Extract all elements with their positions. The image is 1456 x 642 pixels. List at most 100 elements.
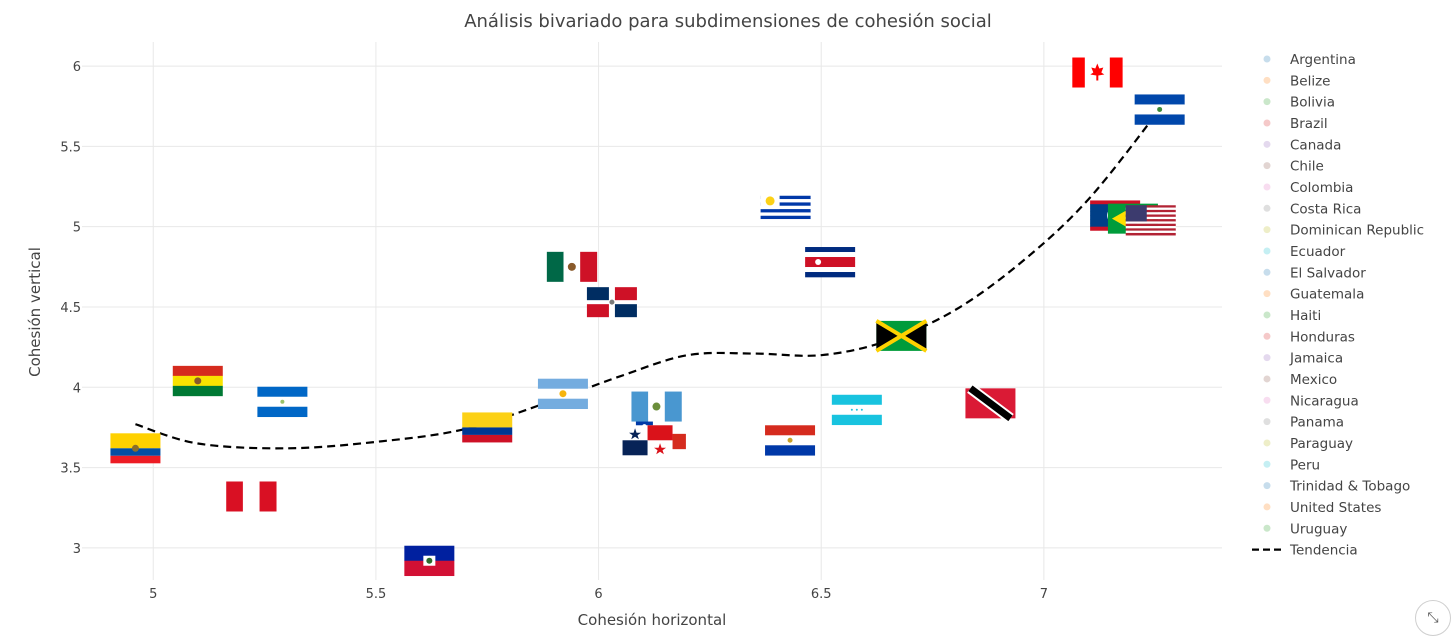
legend-marker — [1263, 98, 1271, 106]
legend-label: Argentina — [1290, 52, 1356, 68]
legend-item-nicaragua[interactable]: Nicaragua — [1263, 393, 1359, 409]
legend-marker — [1263, 524, 1271, 532]
x-axis-ticks: 5 5.5 6 6.5 7 — [149, 587, 1048, 602]
y-axis-ticks: 3 3.5 4 4.5 5 5.5 6 — [60, 60, 81, 557]
flag-marker-peru[interactable] — [226, 481, 277, 512]
legend-marker — [1263, 460, 1271, 468]
y-tick-label: 3 — [73, 542, 81, 557]
legend-label: Dominican Republic — [1290, 223, 1424, 239]
flag-marker-uruguay[interactable] — [760, 192, 811, 223]
flag-marker-honduras[interactable] — [831, 394, 882, 426]
flag-marker-ecuador[interactable] — [110, 433, 161, 464]
legend-item-mexico[interactable]: Mexico — [1263, 372, 1338, 388]
flag-marker-haiti[interactable] — [404, 545, 455, 577]
legend-label: Colombia — [1290, 180, 1353, 196]
legend-label: Bolivia — [1290, 95, 1335, 111]
legend-label: Haiti — [1290, 308, 1321, 324]
flag-marker-bolivia[interactable] — [172, 365, 223, 397]
legend-item-dominican-republic[interactable]: Dominican Republic — [1263, 223, 1425, 239]
legend-marker — [1263, 76, 1271, 84]
y-tick-label: 6 — [73, 60, 81, 75]
legend-item-panama[interactable]: Panama — [1263, 415, 1345, 431]
legend-label: Belize — [1290, 73, 1330, 89]
y-tick-label: 4.5 — [60, 301, 81, 316]
legend-item-peru[interactable]: Peru — [1263, 457, 1321, 473]
x-axis-title: Cohesión horizontal — [578, 611, 727, 629]
legend-marker — [1263, 290, 1271, 298]
flag-marker-argentina[interactable] — [537, 378, 588, 410]
legend-item-colombia[interactable]: Colombia — [1263, 180, 1354, 196]
legend-marker — [1263, 418, 1271, 426]
expand-icon: ⤡ — [1427, 610, 1439, 626]
legend-label: Brazil — [1290, 116, 1328, 132]
expand-button[interactable]: ⤡ — [1415, 600, 1451, 636]
legend-marker — [1263, 439, 1271, 447]
legend-item-brazil[interactable]: Brazil — [1263, 116, 1328, 132]
legend-label: Panama — [1290, 415, 1344, 431]
legend[interactable]: Argentina Belize Bolivia Brazil Canada Chile C… — [1252, 52, 1424, 559]
legend-marker — [1263, 354, 1271, 362]
legend-marker — [1263, 375, 1271, 383]
legend-marker — [1263, 503, 1271, 511]
legend-item-haiti[interactable]: Haiti — [1263, 308, 1322, 324]
legend-marker — [1263, 204, 1271, 212]
legend-label: Jamaica — [1289, 351, 1343, 367]
legend-marker — [1263, 268, 1271, 276]
legend-item-tendencia[interactable]: Tendencia — [1252, 543, 1358, 559]
flag-marker-trinidad-and-tobago[interactable] — [965, 383, 1016, 423]
y-axis-title: Cohesión vertical — [26, 247, 44, 377]
y-tick-label: 3.5 — [60, 462, 81, 477]
legend-item-belize[interactable]: Belize — [1263, 73, 1331, 89]
legend-item-paraguay[interactable]: Paraguay — [1263, 436, 1354, 452]
flag-marker-nicaragua[interactable] — [257, 386, 308, 418]
legend-marker — [1263, 311, 1271, 319]
x-tick-label: 7 — [1040, 587, 1048, 602]
flag-marker-mexico[interactable] — [546, 251, 598, 282]
flag-marker-united-states[interactable] — [1125, 205, 1176, 236]
legend-label: Peru — [1290, 457, 1320, 473]
legend-item-chile[interactable]: Chile — [1263, 159, 1324, 175]
legend-marker — [1263, 396, 1271, 404]
legend-item-united-states[interactable]: United States — [1263, 500, 1382, 516]
flag-marker-guatemala[interactable] — [631, 391, 682, 422]
flag-marker-panama[interactable] — [622, 425, 673, 456]
legend-item-honduras[interactable]: Honduras — [1263, 329, 1355, 345]
legend-item-guatemala[interactable]: Guatemala — [1263, 287, 1365, 303]
legend-label: El Salvador — [1290, 265, 1366, 281]
legend-item-trinidad-and-tobago[interactable]: Trinidad & Tobago — [1263, 479, 1411, 495]
legend-label: Canada — [1290, 137, 1341, 153]
legend-label: Guatemala — [1290, 287, 1364, 303]
flag-markers — [110, 57, 1185, 577]
legend-item-uruguay[interactable]: Uruguay — [1263, 521, 1348, 537]
legend-marker — [1263, 119, 1271, 127]
flag-marker-paraguay[interactable] — [765, 425, 816, 456]
legend-label: Nicaragua — [1290, 393, 1359, 409]
legend-label: Uruguay — [1290, 521, 1347, 537]
legend-item-bolivia[interactable]: Bolivia — [1263, 95, 1336, 111]
legend-label: Chile — [1290, 159, 1324, 175]
x-tick-label: 5.5 — [366, 587, 387, 602]
flag-marker-el-salvador[interactable] — [1134, 94, 1185, 125]
legend-label: Trinidad & Tobago — [1289, 479, 1410, 495]
legend-marker — [1263, 183, 1271, 191]
flag-marker-jamaica[interactable] — [875, 319, 928, 353]
legend-marker — [1263, 247, 1271, 255]
legend-label: Honduras — [1290, 329, 1355, 345]
legend-item-canada[interactable]: Canada — [1263, 137, 1342, 153]
flag-marker-dominican-republic[interactable] — [586, 287, 637, 318]
grid — [82, 42, 1222, 580]
legend-item-argentina[interactable]: Argentina — [1263, 52, 1356, 68]
legend-item-el-salvador[interactable]: El Salvador — [1263, 265, 1367, 281]
legend-label: United States — [1290, 500, 1381, 516]
legend-marker — [1263, 162, 1271, 170]
legend-item-jamaica[interactable]: Jamaica — [1263, 351, 1344, 367]
x-tick-label: 5 — [149, 587, 157, 602]
legend-item-costa-rica[interactable]: Costa Rica — [1263, 201, 1362, 217]
legend-label: Ecuador — [1290, 244, 1346, 260]
flag-marker-canada[interactable] — [1072, 57, 1123, 88]
flag-marker-costa-rica[interactable] — [805, 247, 856, 278]
legend-item-ecuador[interactable]: Ecuador — [1263, 244, 1346, 260]
flag-marker-colombia[interactable] — [462, 412, 513, 443]
legend-marker — [1263, 482, 1271, 490]
